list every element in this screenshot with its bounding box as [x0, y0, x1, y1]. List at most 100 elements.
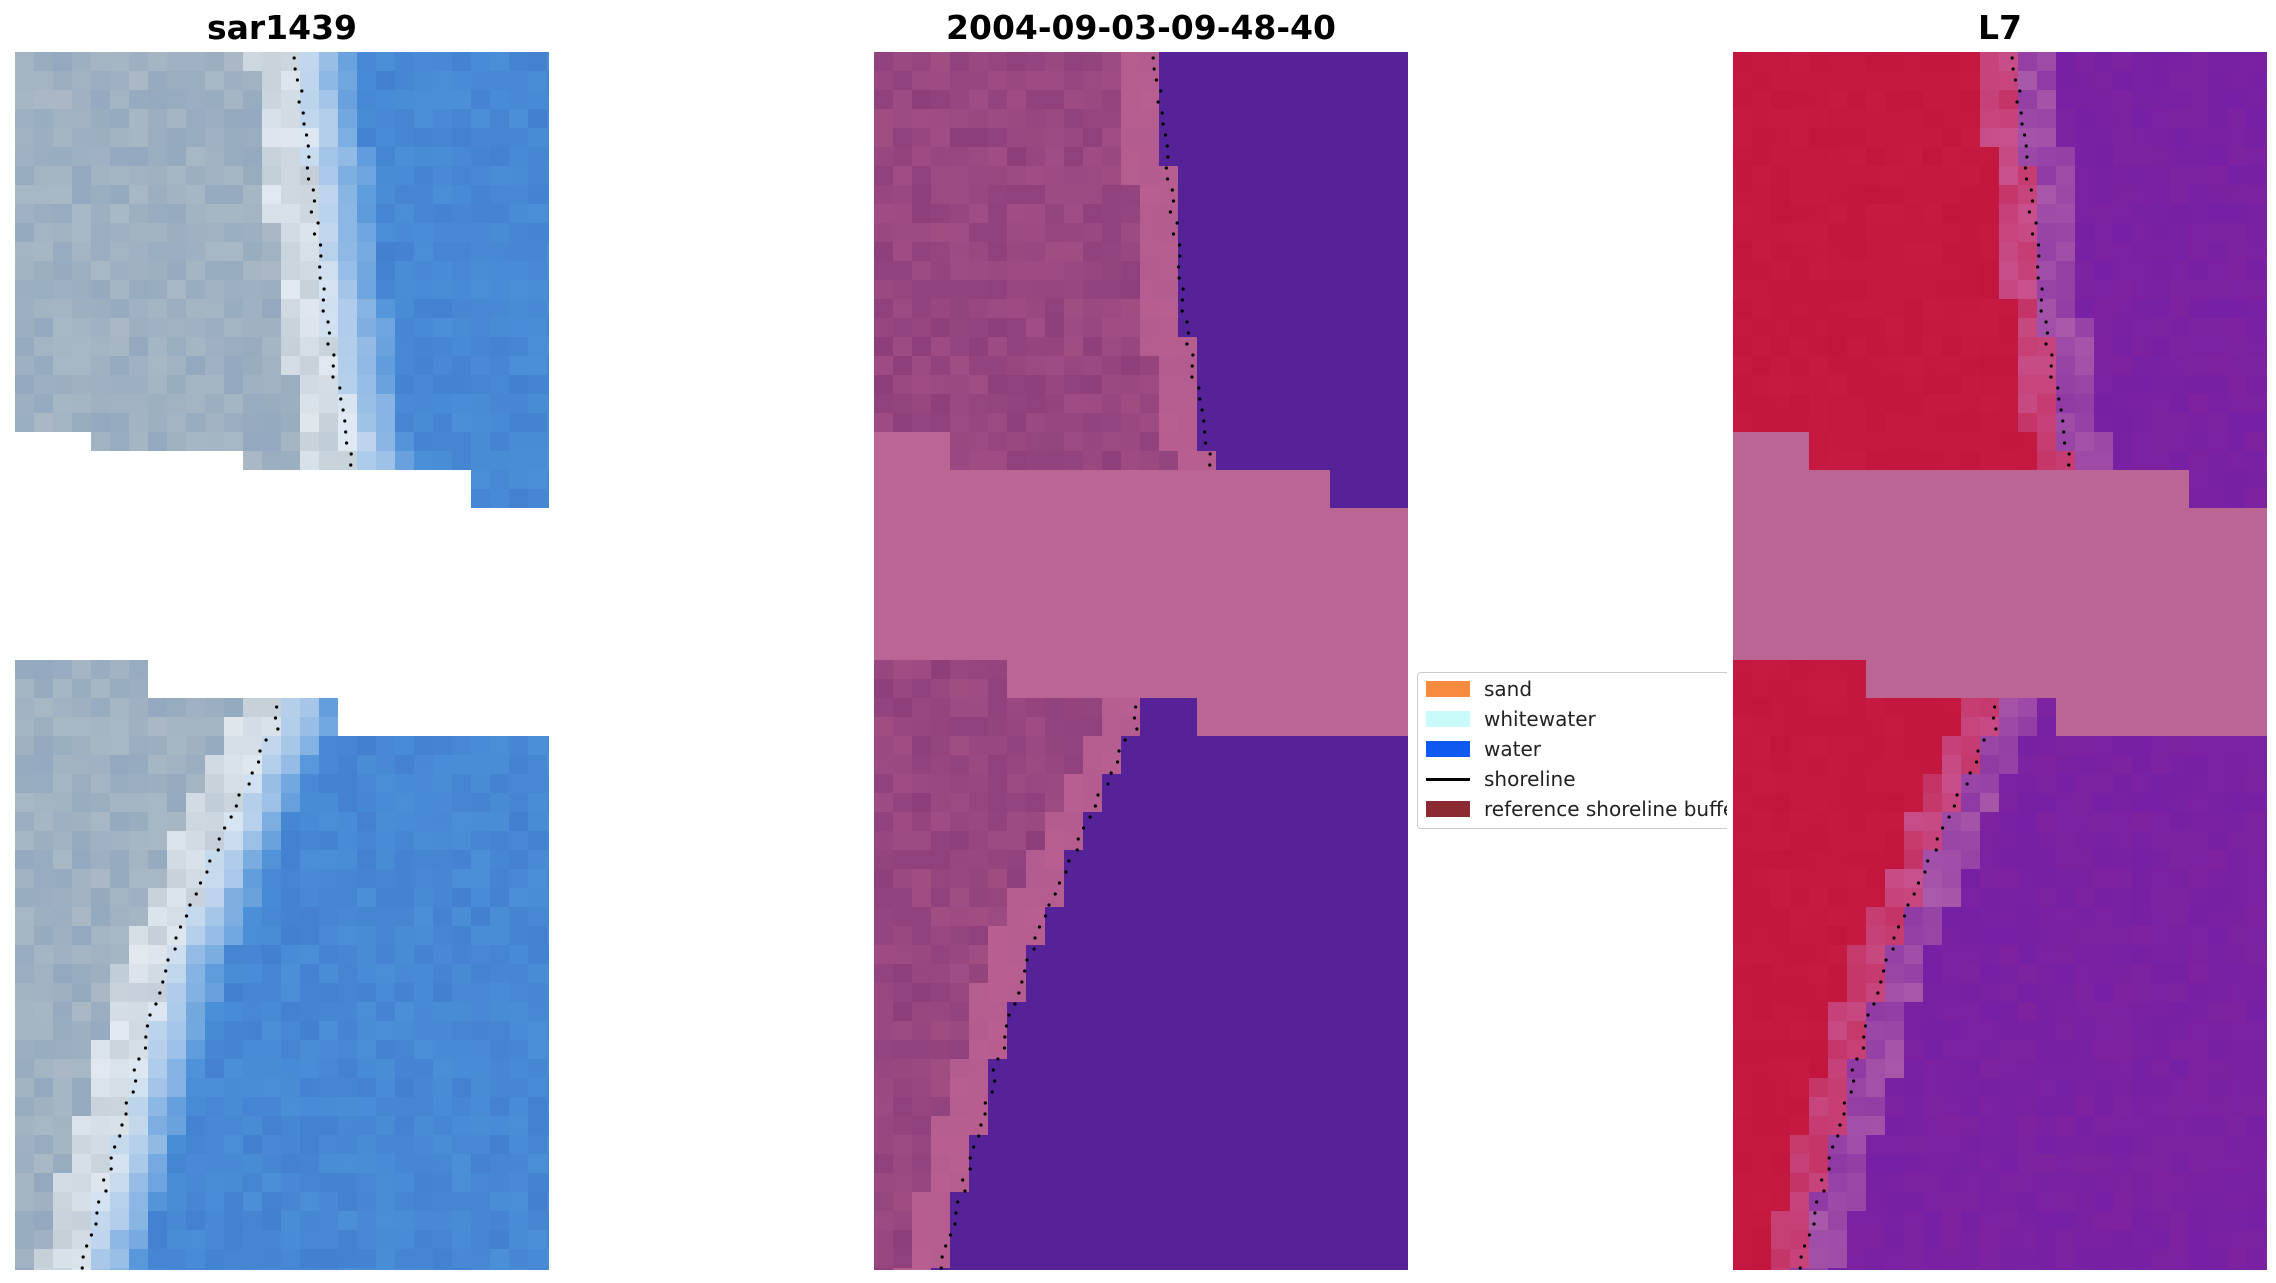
image-pixel: [874, 166, 894, 186]
image-pixel: [72, 52, 92, 72]
image-pixel: [129, 128, 149, 148]
image-pixel: [969, 166, 989, 186]
image-pixel: [969, 717, 989, 737]
image-pixel: [167, 109, 187, 129]
image-pixel: [243, 812, 263, 832]
image-pixel: [1235, 1059, 1255, 1079]
image-pixel: [2208, 489, 2228, 509]
image-pixel: [950, 888, 970, 908]
image-pixel: [893, 1059, 913, 1079]
image-pixel: [205, 831, 225, 851]
image-pixel: [395, 622, 415, 642]
image-pixel: [2208, 470, 2228, 490]
image-pixel: [243, 717, 263, 737]
image-pixel: [1292, 812, 1312, 832]
image-pixel: [1847, 470, 1867, 490]
image-pixel: [471, 1059, 491, 1079]
image-pixel: [1847, 356, 1867, 376]
image-pixel: [1026, 774, 1046, 794]
image-pixel: [1368, 1173, 1388, 1193]
image-pixel: [1045, 375, 1065, 395]
image-pixel: [1216, 1116, 1236, 1136]
image-pixel: [1064, 1002, 1084, 1022]
image-pixel: [1121, 1002, 1141, 1022]
image-pixel: [1942, 318, 1962, 338]
image-pixel: [34, 1116, 54, 1136]
image-pixel: [2037, 280, 2057, 300]
image-pixel: [1178, 52, 1198, 72]
image-pixel: [1349, 413, 1369, 433]
image-pixel: [34, 1211, 54, 1231]
image-pixel: [1771, 527, 1791, 547]
image-pixel: [1083, 622, 1103, 642]
image-pixel: [376, 90, 396, 110]
image-pixel: [205, 850, 225, 870]
image-pixel: [1159, 1249, 1179, 1269]
image-pixel: [2132, 603, 2152, 623]
image-pixel: [1045, 812, 1065, 832]
image-pixel: [509, 261, 529, 281]
image-pixel: [528, 261, 548, 281]
image-pixel: [262, 90, 282, 110]
image-pixel: [1809, 489, 1829, 509]
image-pixel: [2094, 261, 2114, 281]
image-pixel: [224, 660, 244, 680]
image-pixel: [2265, 71, 2267, 91]
image-pixel: [2037, 584, 2057, 604]
image-pixel: [262, 1192, 282, 1212]
image-pixel: [1368, 1192, 1388, 1212]
image-pixel: [357, 280, 377, 300]
image-pixel: [395, 242, 415, 262]
image-pixel: [338, 546, 358, 566]
image-pixel: [1007, 52, 1027, 72]
image-pixel: [471, 1040, 491, 1060]
image-pixel: [547, 470, 549, 490]
image-pixel: [1102, 603, 1122, 623]
image-pixel: [471, 907, 491, 927]
image-pixel: [1752, 71, 1772, 91]
image-pixel: [2246, 109, 2266, 129]
image-pixel: [91, 679, 111, 699]
image-pixel: [2056, 356, 2076, 376]
image-pixel: [1273, 755, 1293, 775]
image-pixel: [1216, 413, 1236, 433]
image-pixel: [1102, 1230, 1122, 1250]
image-pixel: [15, 318, 35, 338]
image-pixel: [969, 660, 989, 680]
image-pixel: [950, 299, 970, 319]
image-pixel: [2208, 223, 2228, 243]
image-pixel: [91, 1059, 111, 1079]
image-pixel: [471, 1078, 491, 1098]
image-pixel: [205, 888, 225, 908]
image-pixel: [931, 1154, 951, 1174]
image-pixel: [1273, 945, 1293, 965]
image-pixel: [893, 641, 913, 661]
image-pixel: [1942, 584, 1962, 604]
image-pixel: [167, 147, 187, 167]
image-pixel: [262, 1116, 282, 1136]
image-pixel: [1235, 1249, 1255, 1269]
image-pixel: [2132, 394, 2152, 414]
image-pixel: [1847, 185, 1867, 205]
image-pixel: [34, 622, 54, 642]
image-pixel: [874, 356, 894, 376]
image-pixel: [167, 698, 187, 718]
image-pixel: [490, 1002, 510, 1022]
image-pixel: [1216, 166, 1236, 186]
image-pixel: [1828, 299, 1848, 319]
image-pixel: [300, 1268, 320, 1270]
image-pixel: [988, 1097, 1008, 1117]
image-pixel: [281, 641, 301, 661]
image-pixel: [110, 1116, 130, 1136]
image-pixel: [2094, 223, 2114, 243]
image-pixel: [433, 964, 453, 984]
image-pixel: [1368, 451, 1388, 471]
image-pixel: [148, 1230, 168, 1250]
image-pixel: [2189, 660, 2209, 680]
image-pixel: [376, 242, 396, 262]
image-pixel: [1102, 356, 1122, 376]
shoreline-point: [1025, 958, 1029, 962]
image-pixel: [53, 242, 73, 262]
image-pixel: [874, 964, 894, 984]
image-pixel: [1216, 698, 1236, 718]
